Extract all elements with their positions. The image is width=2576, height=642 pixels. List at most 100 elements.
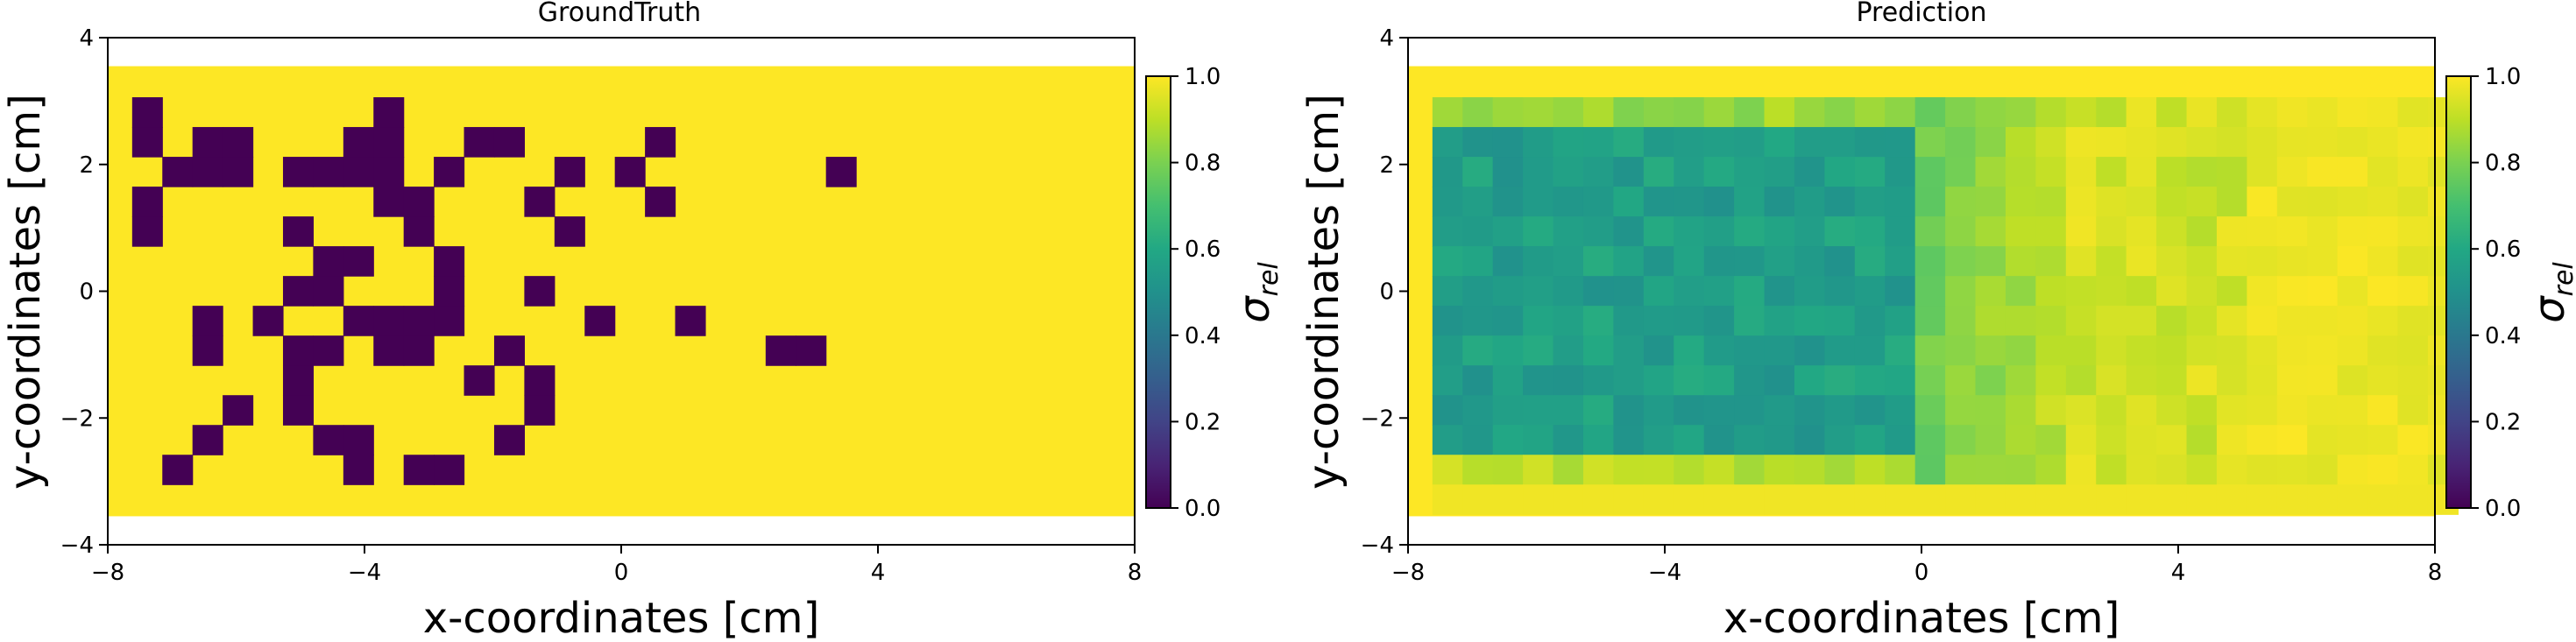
y-tick-label: 0 xyxy=(79,279,94,306)
heatmap-cell xyxy=(1432,157,1463,187)
heatmap-cell xyxy=(2337,276,2368,307)
heatmap-cell xyxy=(1523,246,1554,277)
heatmap-cell xyxy=(1764,187,1795,217)
heatmap-cell xyxy=(2096,276,2127,307)
heatmap-cell xyxy=(1613,365,1645,396)
heatmap-cell xyxy=(2096,97,2127,128)
heatmap-cell xyxy=(2035,97,2067,128)
heatmap-cell xyxy=(2307,365,2339,396)
colorbar-tick-label: 0.2 xyxy=(1185,409,1221,435)
heatmap-cell xyxy=(1734,365,1766,396)
heatmap-cell xyxy=(1553,127,1584,158)
heatmap-cell xyxy=(1975,335,2006,366)
heatmap-cell xyxy=(2005,306,2036,336)
heatmap-cell xyxy=(765,335,796,366)
heatmap-cell xyxy=(1643,276,1674,307)
heatmap-cell xyxy=(2276,246,2308,277)
y-tick-label: −2 xyxy=(60,406,94,432)
colorbar-tick-label: 1.0 xyxy=(1185,64,1221,90)
heatmap-cell xyxy=(1734,335,1766,366)
heatmap-cell xyxy=(1674,127,1705,158)
colorbar-tick-label: 1.0 xyxy=(2485,64,2521,90)
heatmap-cell xyxy=(1764,216,1795,247)
heatmap-cell xyxy=(1734,455,1766,485)
heatmap-cell xyxy=(2186,484,2218,515)
heatmap-cell xyxy=(434,306,465,336)
heatmap-cell xyxy=(1975,365,2006,396)
heatmap-cell xyxy=(1734,276,1766,307)
heatmap-cell xyxy=(2126,216,2157,247)
heatmap-cell xyxy=(2005,97,2036,128)
heatmap-cell xyxy=(1824,246,1856,277)
heatmap-cell xyxy=(1764,395,1795,426)
heatmap-cell xyxy=(1794,97,1825,128)
heatmap-cell xyxy=(2156,276,2188,307)
heatmap-cell xyxy=(2216,455,2247,485)
heatmap-cell xyxy=(2367,455,2399,485)
heatmap-cell xyxy=(1764,157,1795,187)
heatmap-cell xyxy=(2397,97,2429,128)
heatmap-cell xyxy=(1975,425,2006,455)
groundtruth-colorbar-label: σrel xyxy=(1230,262,1284,323)
heatmap-cell xyxy=(493,335,525,366)
heatmap-cell xyxy=(2397,365,2429,396)
heatmap-cell xyxy=(1462,425,1494,455)
heatmap-cell xyxy=(1643,455,1674,485)
heatmap-cell xyxy=(1462,395,1494,426)
heatmap-cell xyxy=(2126,455,2157,485)
heatmap-cell xyxy=(493,425,525,455)
prediction-colorbar-label: σrel xyxy=(2525,262,2576,323)
heatmap-cell xyxy=(403,187,435,217)
heatmap-cell xyxy=(1794,365,1825,396)
heatmap-cell xyxy=(1945,425,1977,455)
heatmap-cell xyxy=(2126,127,2157,158)
heatmap-cell xyxy=(2307,425,2339,455)
heatmap-cell xyxy=(2065,484,2097,515)
heatmap-cell xyxy=(1734,395,1766,426)
heatmap-cell xyxy=(434,455,465,485)
heatmap-cell xyxy=(1794,306,1825,336)
heatmap-cell xyxy=(2397,276,2429,307)
heatmap-cell xyxy=(1462,484,1494,515)
prediction-colorbar xyxy=(2445,75,2472,509)
heatmap-cell xyxy=(1523,157,1554,187)
heatmap-cell xyxy=(1854,425,1886,455)
heatmap-cell xyxy=(192,306,223,336)
heatmap-cell xyxy=(1462,246,1494,277)
heatmap-cell xyxy=(1703,306,1735,336)
heatmap-cell xyxy=(2216,216,2247,247)
heatmap-cell xyxy=(343,306,374,336)
heatmap-cell xyxy=(1914,395,1946,426)
heatmap-cell xyxy=(223,395,254,426)
colorbar-tick-label: 0.8 xyxy=(2485,151,2521,177)
heatmap-cell xyxy=(2156,97,2188,128)
heatmap-cell xyxy=(1582,425,1614,455)
heatmap-cell xyxy=(2035,365,2067,396)
heatmap-cell xyxy=(2065,335,2097,366)
heatmap-cell xyxy=(1553,455,1584,485)
heatmap-cell xyxy=(1764,127,1795,158)
heatmap-cell xyxy=(1854,455,1886,485)
heatmap-cell xyxy=(1613,276,1645,307)
heatmap-cell xyxy=(1945,216,1977,247)
heatmap-cell xyxy=(1854,395,1886,426)
heatmap-cell xyxy=(1824,335,1856,366)
heatmap-cell xyxy=(1885,216,1916,247)
heatmap-cell xyxy=(1613,187,1645,217)
heatmap-cell xyxy=(1643,127,1674,158)
heatmap-cell xyxy=(1824,216,1856,247)
heatmap-cell xyxy=(2337,335,2368,366)
heatmap-cell xyxy=(2337,216,2368,247)
heatmap-cell xyxy=(1914,187,1946,217)
heatmap-cell xyxy=(2186,127,2218,158)
heatmap-cell xyxy=(1523,335,1554,366)
heatmap-cell xyxy=(2247,127,2278,158)
heatmap-cell xyxy=(343,455,374,485)
heatmap-cell xyxy=(2337,395,2368,426)
heatmap-cell xyxy=(2276,276,2308,307)
heatmap-cell xyxy=(1885,306,1916,336)
heatmap-cell xyxy=(2337,246,2368,277)
groundtruth-x-axis-label: x-coordinates [cm] xyxy=(423,594,820,642)
